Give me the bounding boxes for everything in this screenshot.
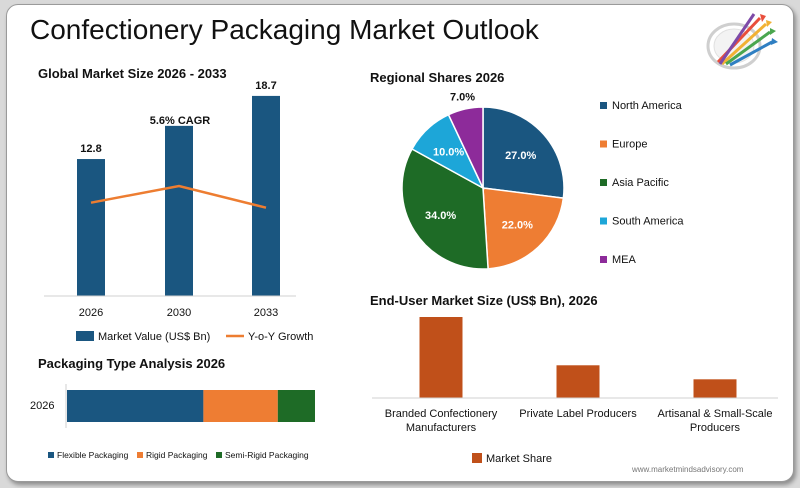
end-user-bar — [556, 365, 600, 398]
market-x-tick-label: 2033 — [254, 307, 278, 319]
market-x-tick-label: 2026 — [79, 307, 103, 319]
pie-value-label: 10.0% — [433, 146, 464, 158]
pie-slice-north-america — [482, 106, 565, 199]
pie-legend-swatch — [600, 179, 607, 186]
pie-legend-swatch — [600, 140, 607, 148]
legend-swatch-market-value — [76, 331, 94, 341]
pie-legend-label: Europe — [612, 139, 647, 151]
pie-legend-swatch — [600, 217, 607, 225]
end-user-category-label: Private Label Producers — [519, 408, 637, 420]
source-credit: www.marketmindsadvisory.com — [632, 465, 744, 474]
packaging-category-label: 2026 — [30, 400, 54, 412]
packaging-segment-flexible-packaging — [67, 390, 204, 422]
packaging-segment-semi-rigid-packaging — [277, 390, 315, 422]
packaging-legend-swatch — [216, 452, 222, 458]
end-user-bar — [693, 379, 737, 398]
market-bar-2026 — [77, 159, 105, 296]
packaging-type-title: Packaging Type Analysis 2026 — [38, 356, 226, 371]
market-value-label: 12.8 — [80, 143, 101, 155]
pie-slice-europe — [482, 187, 565, 270]
end-user-title: End-User Market Size (US$ Bn), 2026 — [370, 293, 598, 308]
pie-legend-label: Asia Pacific — [612, 177, 669, 189]
market-size-title: Global Market Size 2026 - 2033 — [38, 66, 227, 81]
legend-label-market-value: Market Value (US$ Bn) — [98, 331, 210, 343]
market-bar-2030 — [165, 125, 193, 297]
market-bar-2033 — [252, 95, 280, 296]
cagr-annotation: 5.6% CAGR — [150, 115, 211, 127]
packaging-legend-label: Flexible Packaging — [57, 450, 129, 460]
brand-logo — [700, 10, 780, 70]
pie-value-label: 7.0% — [450, 91, 475, 103]
packaging-legend-label: Rigid Packaging — [146, 450, 208, 460]
market-value-label: 18.7 — [255, 80, 276, 92]
pie-value-label: 27.0% — [505, 150, 536, 162]
regional-shares-title: Regional Shares 2026 — [370, 70, 505, 85]
pie-legend-label: South America — [612, 216, 684, 228]
end-user-category-label: Artisanal & Small-Scale Producers — [658, 408, 773, 434]
legend-swatch-market-share — [472, 453, 482, 463]
pie-slice-mea — [447, 106, 484, 189]
pie-value-label: 22.0% — [502, 220, 533, 232]
pie-value-label: 34.0% — [425, 210, 456, 222]
pie-legend-swatch — [600, 256, 607, 263]
packaging-legend-swatch — [48, 452, 54, 458]
packaging-segment-rigid-packaging — [203, 390, 278, 422]
end-user-category-label: Branded Confectionery Manufacturers — [385, 408, 498, 434]
pie-legend-label: North America — [612, 100, 683, 112]
growth-line — [90, 184, 267, 209]
packaging-legend-label: Semi-Rigid Packaging — [225, 450, 309, 460]
end-user-bar — [419, 317, 463, 398]
pie-legend-swatch — [600, 102, 607, 109]
market-x-tick-label: 2030 — [167, 307, 191, 319]
pie-legend-label: MEA — [612, 254, 637, 266]
legend-label-market-share: Market Share — [486, 453, 552, 465]
page-title: Confectionery Packaging Market Outlook — [30, 14, 539, 45]
legend-label-growth: Y-o-Y Growth — [248, 331, 313, 343]
packaging-legend-swatch — [137, 452, 143, 458]
